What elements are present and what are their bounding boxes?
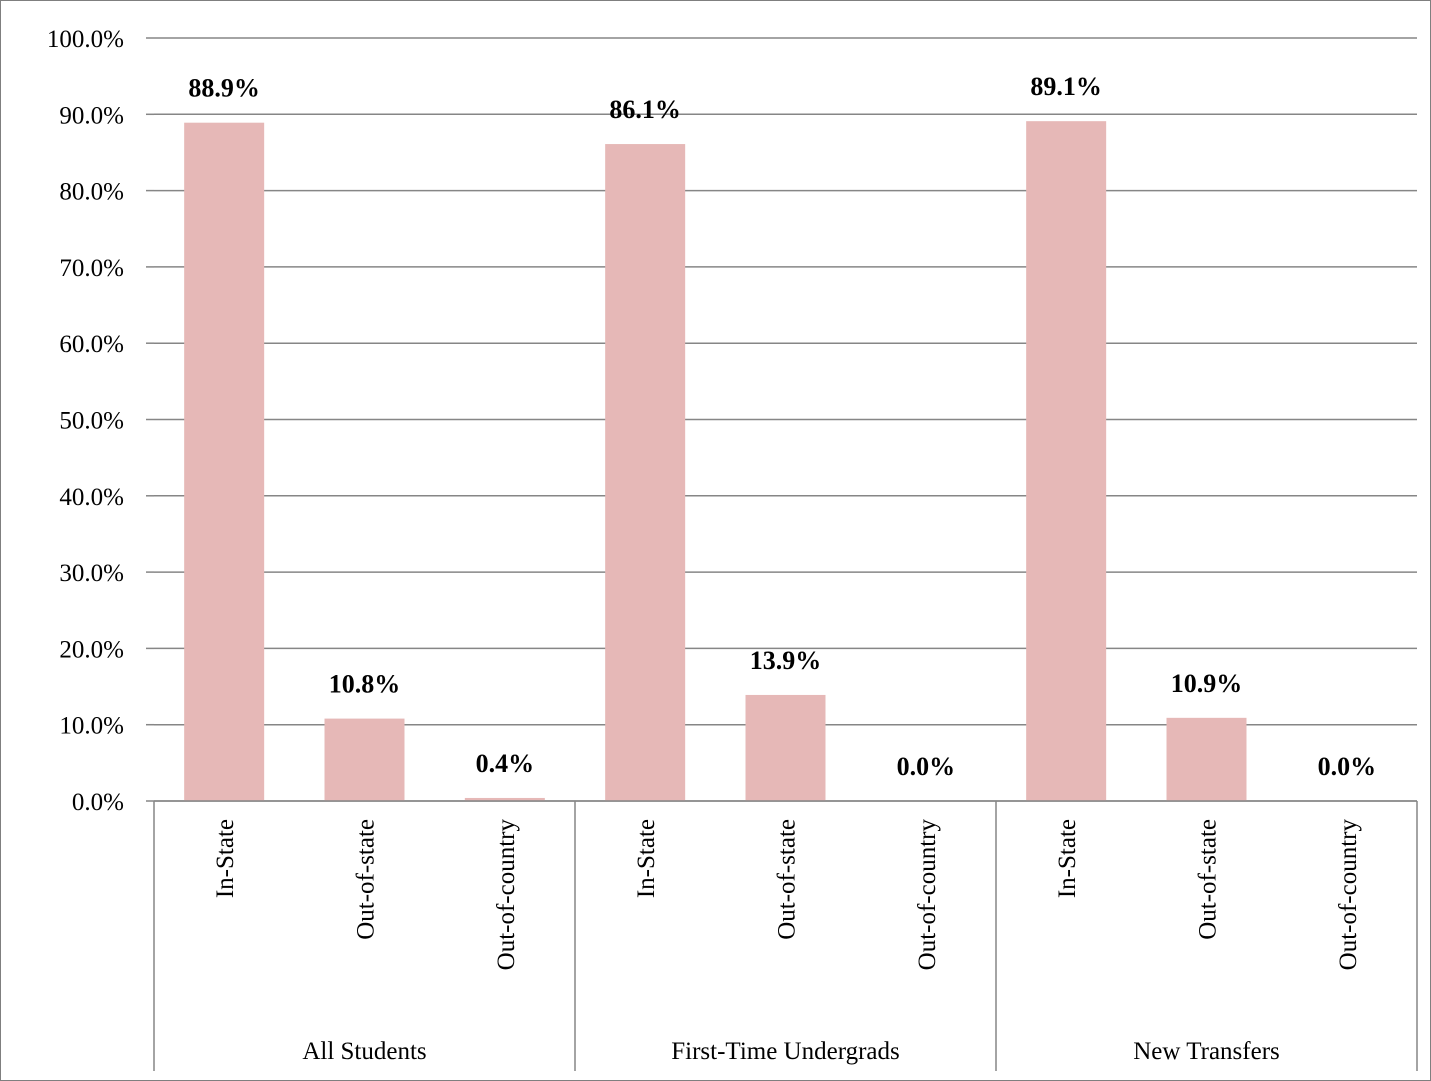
- category-label: Out-of-country: [493, 819, 520, 971]
- y-tick-label: 50.0%: [59, 408, 124, 435]
- y-tick-label: 60.0%: [59, 331, 124, 358]
- axes: 0.0% 10.0% 20.0% 30.0% 40.0% 50.0% 60.0% 70.0% 8…: [47, 26, 1418, 1071]
- data-label: 10.8%: [329, 670, 401, 699]
- data-label: 0.0%: [897, 752, 956, 781]
- y-tick-label: 80.0%: [59, 179, 124, 206]
- y-tick-label: 30.0%: [59, 560, 124, 587]
- bar: [605, 144, 686, 801]
- category-label: In-State: [212, 819, 239, 898]
- category-label: In-State: [633, 819, 660, 898]
- bars: [184, 121, 1247, 802]
- category-label: Out-of-state: [1195, 819, 1222, 940]
- y-tick-label: 10.0%: [59, 713, 124, 740]
- data-label: 13.9%: [750, 646, 822, 675]
- data-label: 10.9%: [1171, 669, 1243, 698]
- bar: [324, 718, 405, 801]
- category-label: Out-of-country: [1335, 819, 1362, 971]
- data-label: 86.1%: [609, 95, 681, 124]
- category-label: In-State: [1054, 819, 1081, 898]
- y-tick-label: 0.0%: [72, 789, 124, 816]
- data-label: 0.0%: [1318, 752, 1377, 781]
- bar: [184, 122, 265, 802]
- bar: [1026, 121, 1107, 802]
- group-label: First-Time Undergrads: [671, 1038, 899, 1065]
- bar: [745, 694, 826, 801]
- y-tick-label: 20.0%: [59, 636, 124, 663]
- data-label: 88.9%: [188, 74, 260, 103]
- category-label: Out-of-country: [914, 819, 941, 971]
- group-label: New Transfers: [1133, 1038, 1280, 1065]
- y-tick-label: 40.0%: [59, 484, 124, 511]
- data-label: 0.4%: [476, 749, 535, 778]
- category-label: Out-of-state: [353, 819, 380, 940]
- bar: [1166, 717, 1247, 801]
- y-tick-label: 100.0%: [47, 26, 124, 53]
- group-label: All Students: [302, 1038, 426, 1065]
- y-tick-label: 70.0%: [59, 255, 124, 282]
- y-tick-label: 90.0%: [59, 102, 124, 129]
- data-label: 89.1%: [1030, 72, 1102, 101]
- bar: [464, 797, 545, 801]
- category-label: Out-of-state: [774, 819, 801, 940]
- data-labels: 88.9% 10.8% 0.4% 86.1% 13.9% 0.0% 89.1% 10.9% 0.…: [188, 72, 1376, 781]
